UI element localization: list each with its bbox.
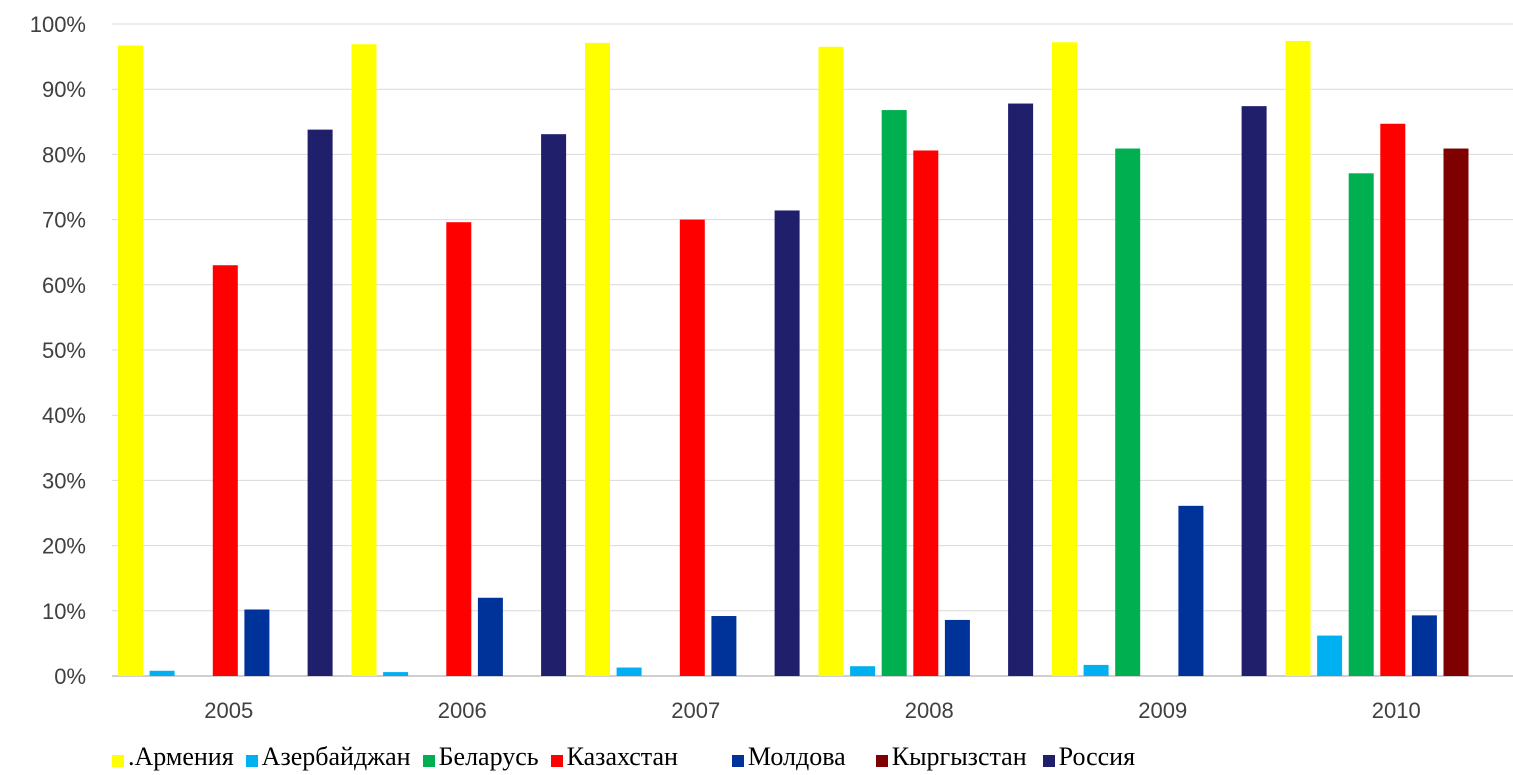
bar-2006-3 <box>446 222 472 676</box>
y-tick-label: 30% <box>42 468 86 493</box>
legend-label-belarus: Беларусь <box>438 742 539 771</box>
bar-2010-2 <box>1348 173 1374 677</box>
bar-2008-0 <box>818 46 844 676</box>
legend-swatch-azerbaijan <box>245 755 258 767</box>
legend-item-kyrgyzstan: Кыргызстан <box>875 742 1027 772</box>
bar-2006-1 <box>383 672 409 676</box>
legend-label-kazakhstan: Казахстан <box>566 742 678 771</box>
grid-lines <box>112 23 1513 677</box>
y-tick-label: 100% <box>30 12 86 37</box>
legend-item-azerbaijan: Азербайджан <box>245 742 411 772</box>
x-tick-label: 2008 <box>905 698 954 723</box>
bars <box>118 40 1469 677</box>
bar-2005-6 <box>307 129 333 676</box>
bar-2010-3 <box>1380 123 1406 677</box>
bar-2005-0 <box>118 45 143 677</box>
legend-item-russia: Россия <box>1042 742 1136 772</box>
y-tick-label: 0% <box>54 664 86 689</box>
bar-2009-1 <box>1083 664 1109 676</box>
y-tick-label: 20% <box>42 534 86 559</box>
bar-2009-6 <box>1241 106 1267 677</box>
bar-2008-2 <box>881 110 907 676</box>
bar-2005-4 <box>244 609 270 676</box>
y-tick-label: 80% <box>42 142 86 167</box>
legend-item-armenia: .Армения <box>112 742 234 772</box>
y-tick-label: 90% <box>42 77 86 102</box>
legend-swatch-kyrgyzstan <box>875 755 888 767</box>
legend-swatch-russia <box>1042 755 1055 767</box>
bar-2005-1 <box>149 670 175 676</box>
y-tick-label: 70% <box>42 208 86 233</box>
legend: .Армения Азербайджан Беларусь Казахстан … <box>112 740 1147 774</box>
y-tick-label: 10% <box>42 599 86 624</box>
y-tick-label: 50% <box>42 338 86 363</box>
x-tick-label: 2007 <box>671 698 720 723</box>
bar-2008-6 <box>1008 103 1034 676</box>
bar-2007-3 <box>679 219 705 676</box>
bar-2010-4 <box>1411 615 1437 676</box>
bar-2010-5 <box>1443 148 1469 677</box>
y-tick-label: 40% <box>42 403 86 428</box>
bar-2009-4 <box>1178 505 1204 676</box>
bar-2010-1 <box>1317 635 1343 676</box>
bar-2007-6 <box>774 210 800 677</box>
legend-label-kyrgyzstan: Кыргызстан <box>891 742 1027 771</box>
y-axis-tick-labels: 0% 10% 20% 30% 40% 50% 60% 70% 80% 90% 100% <box>30 12 86 689</box>
legend-swatch-armenia <box>112 755 124 767</box>
legend-label-moldova: Молдова <box>747 742 846 771</box>
x-tick-label: 2006 <box>438 698 487 723</box>
legend-item-belarus: Беларусь <box>422 742 539 772</box>
bar-2008-4 <box>944 619 970 676</box>
bar-2008-1 <box>850 666 876 676</box>
y-tick-label: 60% <box>42 273 86 298</box>
bar-2010-0 <box>1285 40 1311 676</box>
legend-item-kazakhstan: Казахстан <box>550 742 678 772</box>
legend-swatch-kazakhstan <box>550 755 563 767</box>
bar-2007-4 <box>711 616 737 676</box>
bar-2009-0 <box>1052 42 1077 677</box>
bar-2006-6 <box>541 134 567 677</box>
legend-label-azerbaijan: Азербайджан <box>261 742 411 771</box>
x-tick-label: 2005 <box>204 698 253 723</box>
bar-2007-1 <box>616 667 642 676</box>
bar-2006-4 <box>477 597 503 676</box>
bar-2006-0 <box>351 44 377 677</box>
x-tick-label: 2009 <box>1138 698 1187 723</box>
bar-2005-3 <box>212 265 238 676</box>
bar-2007-0 <box>585 42 610 676</box>
legend-item-moldova: Молдова <box>731 742 846 772</box>
legend-swatch-belarus <box>422 755 435 767</box>
bar-chart: 0%10%20%30%40%50%60%70%80%90%100% 2005 20… <box>30 12 1513 723</box>
x-axis-tick-labels: 2005 2006 2007 2008 2009 2010 <box>204 698 1420 723</box>
bar-2009-2 <box>1115 148 1141 677</box>
bar-2008-3 <box>913 150 939 676</box>
legend-swatch-moldova <box>731 755 744 767</box>
legend-label-armenia: .Армения <box>128 742 234 771</box>
x-tick-label: 2010 <box>1372 698 1421 723</box>
legend-label-russia: Россия <box>1058 742 1136 771</box>
